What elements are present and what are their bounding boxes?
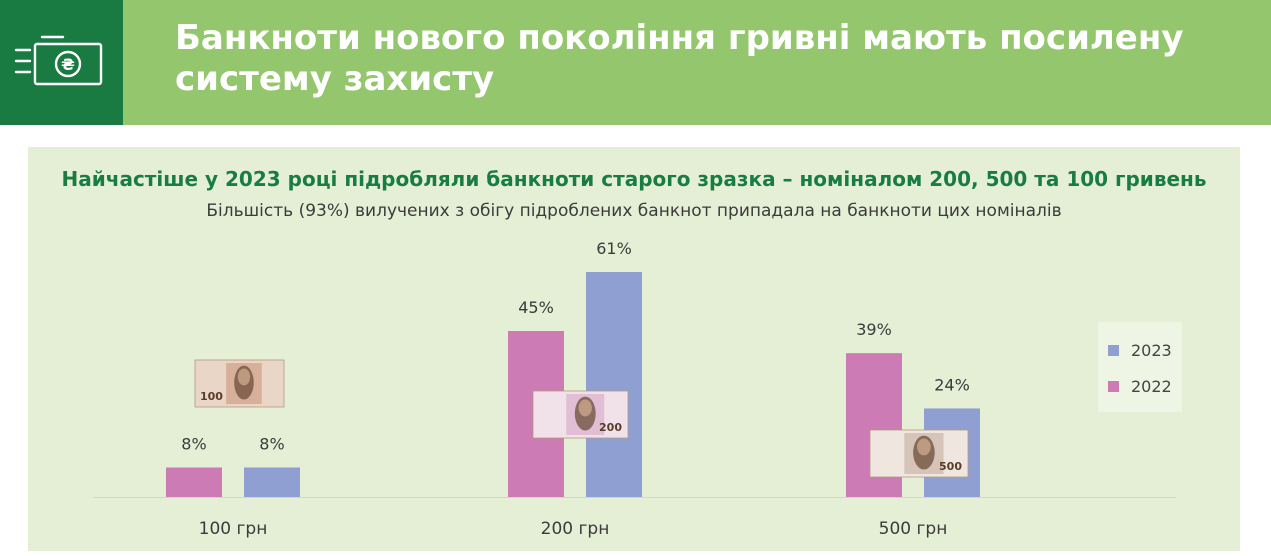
banknote-500-image: 500: [869, 429, 969, 478]
x-tick-label-1: 200 грн: [541, 519, 610, 539]
legend-swatch-2022: [1108, 380, 1119, 392]
data-label-2022-1: 45%: [518, 298, 554, 317]
svg-text:500: 500: [939, 460, 962, 473]
legend-label-2023: 2023: [1131, 340, 1172, 360]
legend-item-2022: 2022: [1108, 376, 1172, 396]
legend-swatch-2023: [1108, 344, 1119, 356]
legend-label-2022: 2022: [1131, 376, 1172, 396]
data-label-2023-1: 61%: [596, 239, 632, 258]
data-label-2023-0: 8%: [259, 434, 284, 453]
x-tick-label-0: 100 грн: [199, 519, 268, 539]
x-tick-label-2: 500 грн: [879, 519, 948, 539]
svg-text:₴: ₴: [61, 55, 75, 74]
svg-text:100: 100: [200, 390, 223, 403]
chart-panel: Найчастіше у 2023 році підробляли банкно…: [28, 147, 1240, 551]
logo-box: ₴: [0, 0, 123, 125]
data-label-2022-0: 8%: [181, 434, 206, 453]
bar-chart: 8% 8% 100 грн 45% 61% 200 грн 39% 24% 500 грн 100…: [93, 239, 1176, 539]
banknote-100-image: 100: [194, 359, 285, 408]
data-label-2022-2: 39%: [856, 320, 892, 339]
header-banner: ₴ Банкноти нового покоління гривні мають…: [0, 0, 1271, 125]
bar-2023-1: [586, 272, 642, 497]
banknote-hryvnia-icon: ₴: [14, 35, 103, 86]
svg-text:200: 200: [599, 421, 622, 434]
data-label-2023-2: 24%: [934, 375, 970, 394]
page-title: Банкноти нового покоління гривні мають п…: [175, 18, 1184, 99]
bar-2022-0: [166, 467, 222, 497]
banknote-200-image: 200: [532, 390, 629, 439]
legend-item-2023: 2023: [1108, 340, 1172, 360]
chart-subtitle: Більшість (93%) вилучених з обігу підроб…: [206, 201, 1062, 221]
chart-legend: 2023 2022: [1098, 322, 1182, 412]
chart-title: Найчастіше у 2023 році підробляли банкно…: [61, 167, 1207, 191]
bar-2023-0: [244, 467, 300, 497]
